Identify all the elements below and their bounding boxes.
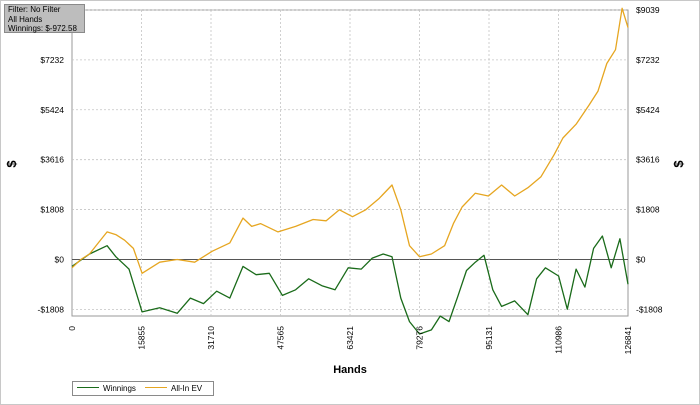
legend-item-winnings: Winnings: [77, 383, 136, 394]
legend-label-all-in-ev: All-In EV: [171, 384, 203, 393]
y-tick-label-right: $1808: [636, 205, 660, 215]
y-axis-title-left: $: [4, 160, 19, 168]
y-tick-label-right: $3616: [636, 155, 660, 165]
x-tick-label: 110986: [554, 326, 564, 354]
legend-swatch-winnings: [77, 387, 99, 389]
series-line-all-in-ev: [71, 7, 629, 274]
winnings-label: Winnings: $-972.58: [8, 24, 77, 33]
filter-info-box: Filter: No Filter All Hands Winnings: $-…: [4, 4, 85, 33]
y-tick-label-left: -$1808: [38, 304, 65, 314]
y-tick-label-left: $7232: [40, 55, 64, 65]
y-tick-label-right: $7232: [636, 55, 660, 65]
y-tick-label-left: $3616: [40, 155, 64, 165]
filter-label: Filter: No Filter: [8, 5, 61, 14]
y-tick-label-left: $0: [55, 254, 65, 264]
series-layer: [71, 7, 629, 335]
chart-legend: Winnings All-In EV: [72, 381, 214, 396]
y-tick-label-left: $1808: [40, 205, 64, 215]
x-tick-label: 31710: [206, 326, 216, 350]
y-tick-label-right: $0: [636, 254, 646, 264]
y-axis-title-right: $: [671, 160, 686, 168]
x-axis-title: Hands: [333, 364, 367, 376]
hands-label: All Hands: [8, 14, 43, 24]
x-tick-label: 63421: [345, 326, 355, 350]
y-tick-label-right: $5424: [636, 105, 660, 115]
legend-item-all-in-ev: All-In EV: [145, 383, 202, 394]
x-tick-label: 126841: [623, 326, 633, 355]
axis-layer: -$1808 -$1808 $0 $0 $1808 $1808 $3616 $3616 $542…: [38, 5, 663, 354]
grid-layer: [71, 9, 629, 317]
x-tick-label: 95131: [484, 326, 494, 350]
legend-swatch-all-in-ev: [145, 387, 167, 389]
y-tick-label-right: -$1808: [636, 304, 663, 314]
legend-label-winnings: Winnings: [103, 384, 136, 393]
x-tick-label: 0: [67, 326, 77, 331]
x-tick-label: 47565: [275, 326, 285, 350]
y-tick-label-right: $9039: [636, 5, 660, 15]
series-line-winnings: [71, 235, 629, 335]
x-tick-label: 15855: [136, 326, 146, 350]
x-tick-label: 79276: [415, 326, 425, 350]
y-tick-label-left: $5424: [40, 105, 64, 115]
